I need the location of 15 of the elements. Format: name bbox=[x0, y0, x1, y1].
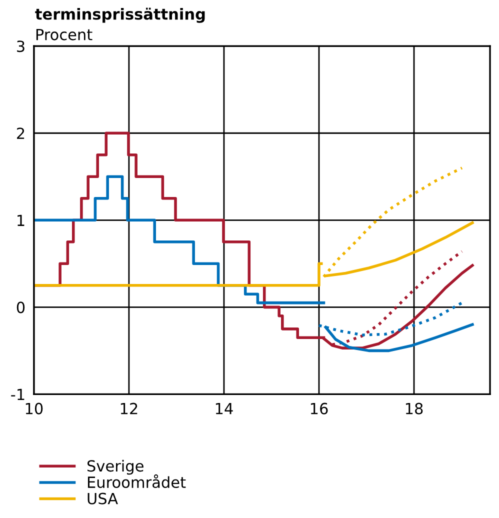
y-tick-label: 0 bbox=[16, 302, 25, 314]
x-tick-label: 14 bbox=[216, 403, 233, 414]
legend-label: USA bbox=[88, 492, 118, 504]
y-tick-label: 1 bbox=[18, 214, 24, 226]
legend-label: Euroområdet bbox=[88, 474, 186, 488]
y-tick-label: -1 bbox=[11, 388, 24, 400]
legend-label: Sverige bbox=[87, 460, 144, 475]
x-tick-label: 10 bbox=[26, 402, 43, 414]
x-tick-label: 16 bbox=[310, 402, 328, 414]
chart-title: terminsprissättning bbox=[35, 8, 205, 23]
x-tick-label: 12 bbox=[120, 402, 138, 414]
x-tick-label: 18 bbox=[406, 402, 423, 414]
y-axis-title: Procent bbox=[36, 28, 92, 40]
y-tick-label: 2 bbox=[17, 128, 24, 139]
y-tick-label: 3 bbox=[17, 40, 24, 52]
